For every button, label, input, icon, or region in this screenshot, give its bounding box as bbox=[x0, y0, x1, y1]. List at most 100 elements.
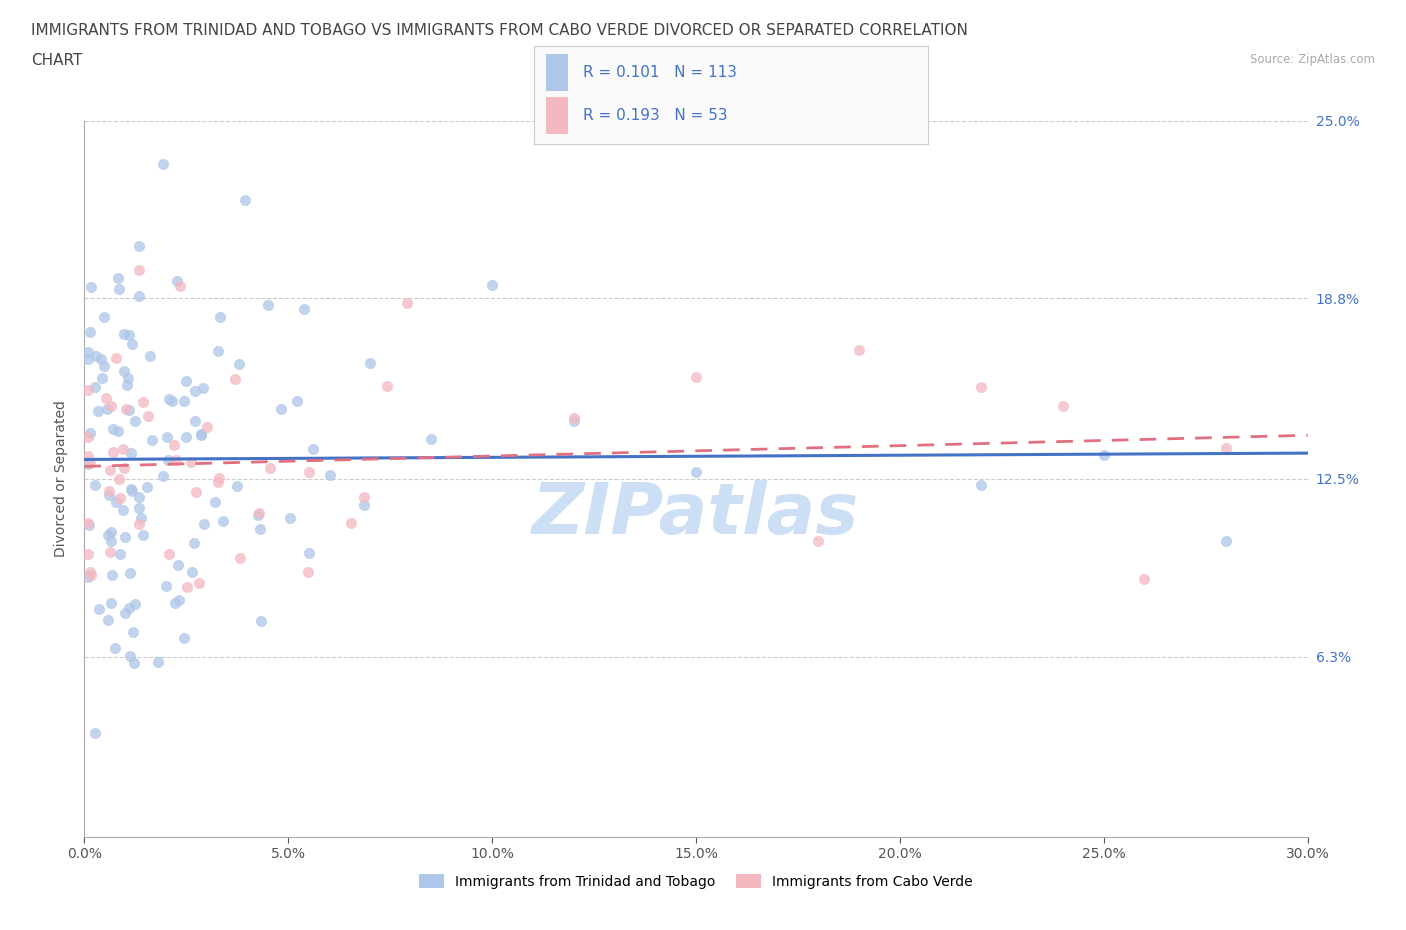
Point bbox=[135, 480, 157, 495]
Point bbox=[188, 576, 211, 591]
Point bbox=[77, 547, 100, 562]
Point bbox=[77, 352, 100, 366]
Point bbox=[259, 460, 281, 475]
Point bbox=[124, 414, 146, 429]
Point bbox=[77, 449, 100, 464]
Point bbox=[174, 430, 197, 445]
Point bbox=[121, 484, 143, 498]
Point bbox=[79, 325, 101, 339]
Point bbox=[107, 271, 129, 286]
Point bbox=[90, 352, 112, 366]
Point bbox=[156, 430, 179, 445]
Point bbox=[79, 455, 101, 470]
Point bbox=[197, 419, 219, 434]
Point bbox=[98, 487, 121, 502]
Point bbox=[1052, 398, 1074, 413]
Point bbox=[93, 358, 115, 373]
Point bbox=[83, 478, 105, 493]
Point bbox=[562, 414, 585, 429]
Point bbox=[87, 602, 110, 617]
Point bbox=[481, 278, 503, 293]
Point bbox=[77, 516, 100, 531]
Point bbox=[184, 414, 207, 429]
Point bbox=[121, 337, 143, 352]
Point bbox=[112, 461, 135, 476]
Point bbox=[180, 455, 202, 470]
Point bbox=[190, 428, 212, 443]
Point bbox=[115, 401, 138, 416]
Point bbox=[193, 516, 215, 531]
Point bbox=[285, 393, 308, 408]
Point bbox=[183, 536, 205, 551]
Point bbox=[233, 193, 256, 207]
Point bbox=[129, 511, 152, 525]
Point bbox=[174, 373, 197, 388]
Point bbox=[141, 432, 163, 447]
Point bbox=[970, 379, 993, 394]
Point bbox=[114, 605, 136, 620]
Point bbox=[104, 641, 127, 656]
Point bbox=[249, 522, 271, 537]
Point bbox=[207, 475, 229, 490]
Point bbox=[93, 310, 115, 325]
Point bbox=[112, 364, 135, 379]
Point bbox=[136, 408, 159, 423]
Point bbox=[562, 410, 585, 425]
Point bbox=[297, 565, 319, 579]
Point bbox=[84, 348, 107, 363]
Point bbox=[128, 500, 150, 515]
Point bbox=[105, 351, 128, 365]
Point bbox=[84, 725, 107, 740]
Point bbox=[169, 279, 191, 294]
Point bbox=[77, 430, 100, 445]
Point bbox=[117, 402, 139, 417]
Bar bbox=[546, 54, 568, 91]
Point bbox=[157, 392, 180, 406]
Point bbox=[184, 485, 207, 499]
Point bbox=[108, 546, 131, 561]
Point bbox=[226, 478, 249, 493]
Point bbox=[270, 402, 292, 417]
Point bbox=[100, 595, 122, 610]
Point bbox=[353, 490, 375, 505]
Point bbox=[1215, 441, 1237, 456]
Point bbox=[353, 498, 375, 512]
Point bbox=[207, 343, 229, 358]
Point bbox=[117, 601, 139, 616]
Point bbox=[162, 437, 184, 452]
Text: Source: ZipAtlas.com: Source: ZipAtlas.com bbox=[1250, 53, 1375, 66]
Point bbox=[224, 371, 246, 386]
Point bbox=[77, 383, 100, 398]
Point bbox=[190, 426, 212, 441]
Point bbox=[118, 327, 141, 342]
Point bbox=[249, 614, 271, 629]
Point bbox=[208, 471, 231, 485]
Point bbox=[120, 445, 142, 460]
Point bbox=[191, 380, 214, 395]
Point bbox=[107, 423, 129, 438]
Point bbox=[970, 477, 993, 492]
Point bbox=[247, 506, 270, 521]
Point bbox=[77, 569, 100, 584]
Point bbox=[148, 655, 170, 670]
Point bbox=[229, 551, 252, 565]
Point bbox=[211, 513, 233, 528]
Point bbox=[166, 557, 188, 572]
Point bbox=[375, 379, 398, 393]
Point bbox=[118, 565, 141, 580]
Point bbox=[301, 442, 323, 457]
Point bbox=[208, 310, 231, 325]
Point bbox=[77, 345, 100, 360]
Point bbox=[114, 529, 136, 544]
Point bbox=[83, 380, 105, 395]
Point bbox=[101, 421, 124, 436]
Point bbox=[1133, 572, 1156, 587]
Point bbox=[298, 546, 321, 561]
Point bbox=[166, 273, 188, 288]
Point bbox=[420, 432, 443, 446]
Point bbox=[685, 465, 707, 480]
Point bbox=[132, 527, 155, 542]
Point bbox=[86, 404, 108, 418]
Text: R = 0.193   N = 53: R = 0.193 N = 53 bbox=[583, 108, 728, 124]
Point bbox=[298, 465, 321, 480]
